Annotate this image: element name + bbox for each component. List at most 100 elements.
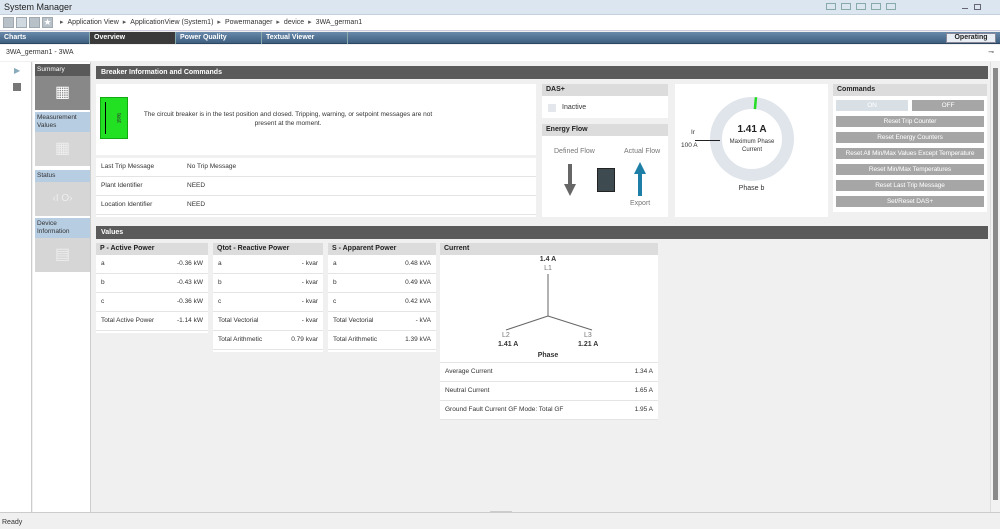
l1-label: L1	[544, 265, 552, 272]
on-button[interactable]: ON	[836, 100, 908, 111]
layout-icon[interactable]	[826, 3, 836, 10]
breaker-test-icon: test	[100, 97, 128, 139]
layout-icon[interactable]	[871, 3, 881, 10]
reset-minmax-temperatures-button[interactable]: Reset Min/Max Temperatures	[836, 164, 984, 175]
side-nav: Summary ▦ Measurement Values ▦ Status ‹I…	[33, 62, 91, 512]
layout-icon[interactable]	[856, 3, 866, 10]
arrow-up-icon	[634, 162, 646, 196]
device-header: 3WA_german1 - 3WA ⊸	[0, 45, 1000, 61]
value-row: Total Active Power -1.14 kW	[96, 312, 208, 331]
breadcrumb-item[interactable]: Powermanager	[224, 19, 273, 26]
value-row: b - kvar	[213, 274, 323, 293]
row-value: 1.39 kVA	[405, 336, 431, 343]
forward-icon[interactable]	[16, 17, 27, 28]
operating-button[interactable]: Operating	[946, 33, 996, 43]
nav-item-status[interactable]: Status ‹I O›	[35, 170, 90, 216]
row-value: - kVA	[415, 317, 431, 324]
row-value: 1.95 A	[634, 406, 653, 413]
value-row: c - kvar	[213, 293, 323, 312]
l3-label: L3	[584, 332, 592, 339]
row-label: Average Current	[445, 368, 493, 375]
nav-label: Device Information	[35, 218, 90, 238]
device-icon: ▤	[35, 238, 90, 272]
expand-icon[interactable]: ▶	[14, 66, 21, 75]
nav-item-device-information[interactable]: Device Information ▤	[35, 218, 90, 272]
reset-trip-counter-button[interactable]: Reset Trip Counter	[836, 116, 984, 127]
nav-label: Measurement Values	[35, 112, 90, 132]
l1-value: 1.4 A	[539, 256, 557, 263]
das-checkbox[interactable]	[548, 104, 556, 112]
breaker-message: The circuit breaker is in the test posit…	[143, 111, 433, 127]
breaker-header: Breaker Information and Commands	[96, 66, 988, 79]
home-icon[interactable]	[29, 17, 40, 28]
scroll-thumb[interactable]	[993, 68, 998, 500]
value-row: Total Arithmetic 0.79 kvar	[213, 331, 323, 350]
off-button[interactable]: OFF	[912, 100, 984, 111]
breadcrumb-item[interactable]: device	[283, 19, 305, 26]
breadcrumb-item[interactable]: Application View	[67, 19, 119, 26]
row-label: b	[333, 279, 337, 286]
address-bar: ★ ▸ Application View ▸ ApplicationView (Sy…	[0, 15, 1000, 31]
energy-flow-panel: Energy Flow Defined Flow Actual Flow Exp…	[542, 124, 668, 217]
value-row: b -0.43 kW	[96, 274, 208, 293]
panel-title: S - Apparent Power	[328, 243, 436, 255]
tab-charts[interactable]: Charts	[0, 32, 90, 44]
breadcrumb-item[interactable]: ApplicationView (System1)	[130, 19, 214, 26]
current-panel: Current 1.4 A L1 L2 1.41 A L3 1.21 A Pha…	[440, 243, 658, 420]
breadcrumb-item[interactable]: 3WA_german1	[315, 19, 363, 26]
ir-value: 100 A	[681, 142, 698, 149]
device-title: 3WA_german1 - 3WA	[6, 49, 74, 56]
minimize-button[interactable]	[962, 8, 968, 9]
breaker-icon-label: test	[114, 113, 121, 123]
l2-label: L2	[502, 332, 510, 339]
phase-diagram	[505, 274, 593, 331]
maximize-button[interactable]	[974, 4, 981, 10]
layout-icon[interactable]	[886, 3, 896, 10]
panel-title: Current	[440, 243, 658, 255]
set-reset-das-button[interactable]: Set/Reset DAS+	[836, 196, 984, 207]
row-value: 1.65 A	[634, 387, 653, 394]
value-row: a 0.48 kVA	[328, 255, 436, 274]
row-value: - kvar	[301, 317, 318, 324]
row-label: Total Vectorial	[218, 317, 259, 324]
star-icon[interactable]: ★	[42, 17, 53, 28]
info-label: Location Identifier	[101, 201, 153, 208]
io-icon: ‹I O›	[35, 182, 90, 216]
row-label: c	[333, 298, 337, 305]
info-label: Last Trip Message	[101, 163, 155, 170]
layout-buttons	[826, 3, 896, 10]
row-label: Total Active Power	[101, 317, 155, 324]
nav-item-summary[interactable]: Summary ▦	[35, 64, 90, 110]
vertical-scrollbar[interactable]	[990, 62, 1000, 512]
apparent-power-panel: S - Apparent Power a 0.48 kVA b 0.49 kVA c…	[328, 243, 436, 352]
info-row: Last Trip Message No Trip Message	[96, 158, 536, 177]
row-label: c	[218, 298, 222, 305]
window-title: System Manager	[4, 2, 73, 12]
values-header: Values	[96, 226, 988, 239]
reset-last-trip-message-button[interactable]: Reset Last Trip Message	[836, 180, 984, 191]
pin-icon[interactable]: ⊸	[988, 49, 994, 56]
row-value: - kvar	[301, 260, 318, 267]
row-label: Ground Fault Current GF Mode: Total GF	[445, 406, 564, 413]
tab-overview[interactable]: Overview	[90, 32, 176, 44]
reactive-power-panel: Qtot - Reactive Power a - kvar b - kvar c -…	[213, 243, 323, 352]
value-row: Total Vectorial - kvar	[213, 312, 323, 331]
row-value: - kvar	[301, 298, 318, 305]
nav-item-measurement-values[interactable]: Measurement Values ▦	[35, 112, 90, 166]
gauge-marker	[753, 97, 758, 110]
active-power-panel: P - Active Power a -0.36 kW b -0.43 kW c -0…	[96, 243, 208, 333]
back-icon[interactable]	[3, 17, 14, 28]
main-content: Breaker Information and Commands test Th…	[92, 62, 990, 514]
stop-icon[interactable]	[13, 83, 21, 91]
breadcrumb: ▸ Application View ▸ ApplicationView (Syst…	[60, 19, 363, 26]
l3-value: 1.21 A	[578, 341, 599, 348]
table-icon: ▦	[35, 132, 90, 166]
tab-power-quality[interactable]: Power Quality	[176, 32, 262, 44]
row-value: 0.42 kVA	[405, 298, 431, 305]
reset-energy-counters-button[interactable]: Reset Energy Counters	[836, 132, 984, 143]
tab-textual-viewer[interactable]: Textual Viewer	[262, 32, 348, 44]
value-row: a - kvar	[213, 255, 323, 274]
row-value: - kvar	[301, 279, 318, 286]
layout-icon[interactable]	[841, 3, 851, 10]
reset-minmax-values-button[interactable]: Reset All Min/Max Values Except Temperat…	[836, 148, 984, 159]
